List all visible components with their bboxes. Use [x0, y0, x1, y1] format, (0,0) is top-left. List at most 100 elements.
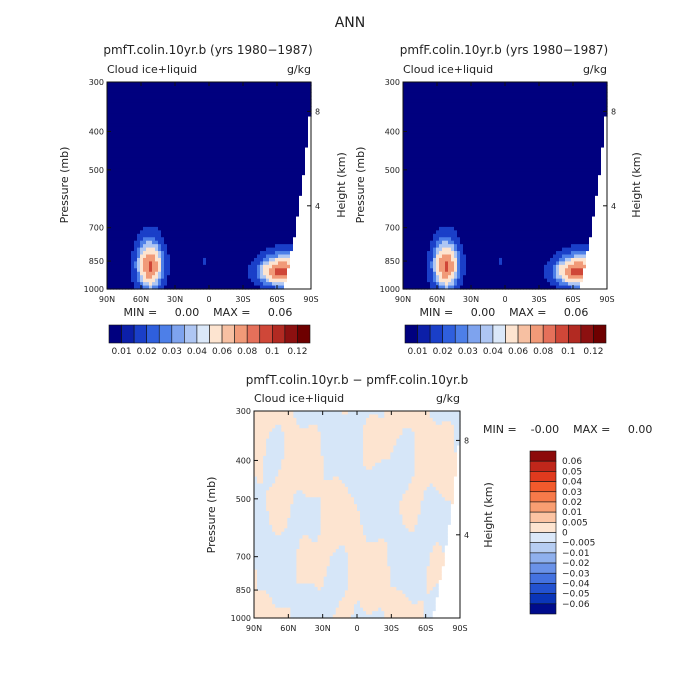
heatmap-cell [155, 264, 159, 269]
heatmap-cell [206, 275, 210, 280]
heatmap-cell [173, 278, 177, 283]
heatmap-cell [203, 157, 207, 162]
heatmap-cell [182, 92, 186, 97]
heatmap-cell [158, 237, 162, 242]
heatmap-cell [125, 185, 129, 190]
heatmap-cell [182, 144, 186, 149]
heatmap-cell [236, 257, 240, 262]
heatmap-cell [179, 88, 183, 93]
heatmap-cell [188, 99, 192, 104]
heatmap-cell [248, 102, 252, 107]
heatmap-cell [191, 237, 195, 242]
heatmap-cell [218, 144, 222, 149]
heatmap-cell [125, 285, 129, 290]
heatmap-cell [143, 168, 147, 173]
heatmap-cell [152, 223, 156, 228]
x-tick-label: 90N [99, 295, 115, 304]
heatmap-cell [239, 147, 243, 152]
heatmap-cell [170, 88, 174, 93]
heatmap-cell [239, 157, 243, 162]
heatmap-cell [200, 130, 204, 135]
heatmap-cell [170, 247, 174, 252]
heatmap-cell [164, 251, 168, 256]
heatmap-cell [224, 144, 228, 149]
heatmap-cell [251, 161, 255, 166]
heatmap-cell [197, 102, 201, 107]
heatmap-cell [119, 268, 123, 273]
y-axis-right-label: Height (km) [335, 152, 348, 218]
heatmap-cell [164, 261, 168, 266]
heatmap-cell [215, 113, 219, 118]
heatmap-cell [158, 168, 162, 173]
heatmap-cell [140, 113, 144, 118]
heatmap-cell [167, 82, 171, 87]
heatmap-cell [119, 226, 123, 231]
heatmap-cell [158, 206, 162, 211]
heatmap-cell [125, 130, 129, 135]
heatmap-cell [167, 192, 171, 197]
heatmap-cell [263, 185, 267, 190]
heatmap-cell [245, 144, 249, 149]
heatmap-cell [203, 119, 207, 124]
heatmap-cell [149, 257, 153, 262]
heatmap-cell [200, 226, 204, 231]
heatmap-cell [248, 285, 252, 290]
heatmap-cell [137, 240, 141, 245]
heatmap-cell [134, 147, 138, 152]
heatmap-cell [236, 88, 240, 93]
heatmap-cell [188, 257, 192, 262]
heatmap-cell [218, 202, 222, 207]
heatmap-cell [239, 251, 243, 256]
heatmap-cell [167, 144, 171, 149]
heatmap-cell [167, 247, 171, 252]
heatmap-cell [134, 237, 138, 242]
heatmap-cell [194, 285, 198, 290]
colorbar-label: 0.02 [137, 347, 157, 357]
heatmap-cell [233, 220, 237, 225]
heatmap-cell [200, 285, 204, 290]
heatmap-cell [197, 188, 201, 193]
heatmap-cell [224, 271, 228, 276]
heatmap-cell [227, 95, 231, 100]
heatmap-cell [236, 113, 240, 118]
x-tick-label: 60S [269, 295, 284, 304]
heatmap-cell [224, 99, 228, 104]
heatmap-cell [224, 113, 228, 118]
heatmap-cell [263, 223, 267, 228]
heatmap-cell [224, 213, 228, 218]
heatmap-cell [155, 209, 159, 214]
heatmap-cell [182, 137, 186, 142]
heatmap-cell [251, 147, 255, 152]
heatmap-cell [170, 233, 174, 238]
heatmap-cell [107, 161, 111, 166]
heatmap-cell [203, 216, 207, 221]
heatmap-cell [203, 226, 207, 231]
heatmap-cell [251, 168, 255, 173]
heatmap-cell [131, 147, 135, 152]
heatmap-cell [176, 157, 180, 162]
heatmap-cell [227, 119, 231, 124]
heatmap-cell [185, 237, 189, 242]
heatmap-cell [161, 216, 165, 221]
heatmap-cell [167, 123, 171, 128]
heatmap-cell [122, 82, 126, 87]
heatmap-cell [155, 237, 159, 242]
heatmap-cell [200, 178, 204, 183]
heatmap-cell [113, 157, 117, 162]
heatmap-cell [194, 240, 198, 245]
heatmap-cell [260, 240, 264, 245]
heatmap-cell [110, 257, 114, 262]
heatmap-cell [176, 261, 180, 266]
heatmap-cell [155, 88, 159, 93]
heatmap-cell [251, 202, 255, 207]
heatmap-cell [221, 206, 225, 211]
heatmap-cell [239, 182, 243, 187]
heatmap-cell [248, 130, 252, 135]
heatmap-cell [161, 226, 165, 231]
heatmap-cell [137, 175, 141, 180]
heatmap-cell [128, 257, 132, 262]
heatmap-cell [242, 185, 246, 190]
heatmap-cell [110, 216, 114, 221]
heatmap-cell [164, 88, 168, 93]
heatmap-cell [242, 254, 246, 259]
